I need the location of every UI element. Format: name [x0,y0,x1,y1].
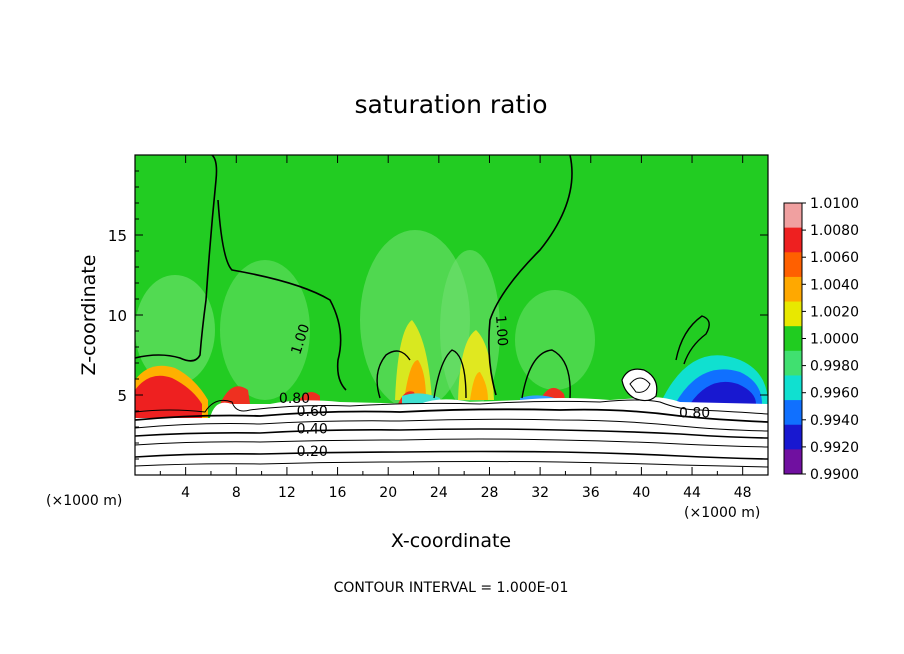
contour-label: 0.80 [279,391,310,407]
x-unit-right: (×1000 m) [684,505,760,521]
contour-line [135,155,218,362]
surface-band-darkblue [690,381,756,404]
x-tick-label: 16 [329,485,347,501]
colorbar-label: 1.0100 [810,196,859,212]
y-axis-title: Z-coordinate [78,255,100,376]
plume-shade [135,275,215,385]
colorbar-label: 1.0080 [810,223,859,239]
colorbar-label: 0.9980 [810,359,859,375]
x-axis: 4 8 12 16 20 24 28 32 36 40 44 48 [159,155,752,501]
contour-line [135,438,768,448]
contour-line [376,350,411,399]
colorbar-swatch [784,424,802,450]
contour-label: 0.20 [297,444,328,460]
x-tick-label: 24 [430,485,448,501]
surface-band-red [135,375,202,418]
contour-label: 0.40 [297,421,328,437]
plume-shade [515,290,595,390]
colorbar-label: 0.9920 [810,440,859,456]
x-tick-label: 4 [181,485,190,501]
contour-interval-note: CONTOUR INTERVAL = 1.000E-01 [334,580,569,596]
contour-line [135,418,768,432]
colorbar-label: 1.0060 [810,250,859,266]
contour-line [521,349,571,399]
contour-line [217,199,347,391]
x-tick-label: 28 [481,485,499,501]
plot-area [135,155,768,475]
surface-band-red [220,386,250,404]
convective-cell [621,368,658,402]
contour-label: 0.60 [297,404,328,420]
y-tick-label: 10 [108,307,127,325]
x-tick-label: 32 [531,485,549,501]
x-axis-title: X-coordinate [391,530,511,552]
colorbar-swatch [784,252,802,278]
contour-line [135,399,768,415]
contour-line [135,461,768,468]
contour-line [433,349,467,399]
colorbar-swatch [784,326,802,352]
colorbar: 1.0100 1.0080 1.0060 1.0040 1.0020 1.0000 0.99… [783,196,859,483]
colorbar-label: 0.9940 [810,413,859,429]
colorbar-label: 1.0020 [810,304,859,320]
plume-shade [220,260,310,400]
x-tick-label: 44 [683,485,701,501]
x-tick-label: 40 [632,485,650,501]
contour-line [135,428,768,439]
colorbar-label: 1.0000 [810,332,859,348]
colorbar-label: 0.9900 [810,467,859,483]
y-axis: 5 10 15 [108,170,768,460]
x-tick-label: 12 [278,485,296,501]
x-unit-left: (×1000 m) [46,493,122,509]
contour-line [488,155,573,396]
plume-orange [404,360,426,400]
colorbar-label: 1.0040 [810,277,859,293]
plume-orange [470,372,488,400]
y-tick-label: 15 [108,227,127,245]
colorbar-swatch [784,375,802,401]
colorbar-swatch [784,203,802,229]
x-tick-label: 36 [582,485,600,501]
contour-labels: 1.00 1.000.800.600.400.200.80 [279,315,710,460]
colorbar-swatch [784,276,802,303]
colorbar-swatch [784,350,802,376]
contour-label: 0.80 [679,405,710,421]
contour-line [675,315,710,365]
colorbar-swatch [784,227,802,253]
y-tick-label: 5 [117,387,127,405]
chart-title: saturation ratio [354,90,547,119]
contour-label: 1.00 [492,315,510,347]
x-tick-label: 20 [379,485,397,501]
contour-line [135,408,768,423]
colorbar-label: 0.9960 [810,386,859,402]
colorbar-swatch [784,449,802,475]
x-tick-label: 8 [232,485,241,501]
colorbar-swatch [784,400,802,426]
contour-line [135,450,768,460]
contour-line [629,377,651,393]
colorbar-swatch [784,301,802,327]
dry-region [135,397,768,475]
x-tick-label: 48 [734,485,752,501]
